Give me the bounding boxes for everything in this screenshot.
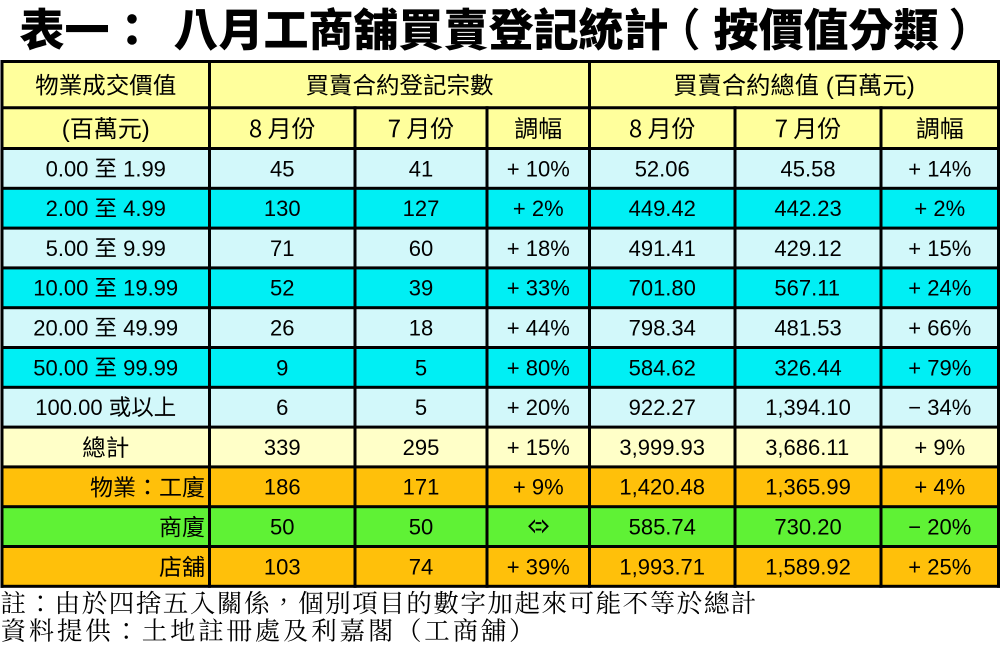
svg-text:10.00: 10.00: [33, 276, 88, 301]
svg-text:103: 103: [264, 554, 301, 579]
svg-text:60: 60: [409, 236, 433, 261]
svg-text:52.06: 52.06: [635, 156, 690, 181]
svg-text:798.34: 798.34: [629, 316, 696, 341]
svg-text:+ 24%: + 24%: [908, 276, 971, 301]
svg-text:+ 20%: + 20%: [507, 395, 570, 420]
svg-text:1.99: 1.99: [123, 156, 166, 181]
svg-text:50.00: 50.00: [33, 355, 88, 380]
svg-text:74: 74: [409, 554, 433, 579]
svg-text:6: 6: [276, 395, 288, 420]
svg-text:+ 10%: + 10%: [507, 156, 570, 181]
svg-text:+ 18%: + 18%: [507, 236, 570, 261]
svg-text:295: 295: [403, 435, 440, 460]
svg-text:+ 80%: + 80%: [507, 355, 570, 380]
svg-text:(: (: [62, 116, 70, 143]
svg-text:922.27: 922.27: [629, 395, 696, 420]
svg-text:50: 50: [409, 515, 433, 540]
svg-text:+ 9%: + 9%: [914, 435, 965, 460]
svg-text:41: 41: [409, 156, 433, 181]
svg-text:5: 5: [415, 355, 427, 380]
svg-text:45.58: 45.58: [781, 156, 836, 181]
svg-text:701.80: 701.80: [629, 276, 696, 301]
svg-text:339: 339: [264, 435, 301, 460]
svg-text:0.00: 0.00: [46, 156, 89, 181]
svg-text:326.44: 326.44: [774, 355, 841, 380]
svg-text:): ): [907, 73, 915, 100]
svg-text:429.12: 429.12: [774, 236, 841, 261]
svg-text:+ 25%: + 25%: [908, 554, 971, 579]
svg-text:+ 14%: + 14%: [908, 156, 971, 181]
svg-text:491.41: 491.41: [629, 236, 696, 261]
svg-text:71: 71: [270, 236, 294, 261]
svg-text:1,420.48: 1,420.48: [619, 475, 705, 500]
svg-text:+ 9%: + 9%: [513, 475, 564, 500]
svg-text:449.42: 449.42: [629, 196, 696, 221]
svg-text:5.00: 5.00: [46, 236, 89, 261]
svg-text:130: 130: [264, 196, 301, 221]
svg-text:5: 5: [415, 395, 427, 420]
svg-text:481.53: 481.53: [774, 316, 841, 341]
svg-text:+ 4%: + 4%: [914, 475, 965, 500]
svg-text:585.74: 585.74: [629, 515, 696, 540]
svg-text:171: 171: [403, 475, 440, 500]
svg-text:): ): [142, 116, 150, 143]
svg-text:1,589.92: 1,589.92: [765, 554, 851, 579]
svg-text:9: 9: [276, 355, 288, 380]
svg-text:+ 44%: + 44%: [507, 316, 570, 341]
svg-text:52: 52: [270, 276, 294, 301]
svg-text:49.99: 49.99: [123, 316, 178, 341]
svg-text:+ 66%: + 66%: [908, 316, 971, 341]
svg-text:1,365.99: 1,365.99: [765, 475, 851, 500]
svg-text:100.00: 100.00: [35, 395, 102, 420]
svg-text:26: 26: [270, 316, 294, 341]
svg-text:186: 186: [264, 475, 301, 500]
svg-text:50: 50: [270, 515, 294, 540]
svg-text:+ 33%: + 33%: [507, 276, 570, 301]
svg-text:3,999.93: 3,999.93: [619, 435, 705, 460]
svg-text:18: 18: [409, 316, 433, 341]
svg-text:567.11: 567.11: [774, 276, 840, 301]
svg-text:+ 15%: + 15%: [507, 435, 570, 460]
svg-text:1,394.10: 1,394.10: [765, 395, 851, 420]
svg-text:127: 127: [403, 196, 440, 221]
svg-text:442.23: 442.23: [774, 196, 841, 221]
svg-text:− 34%: − 34%: [908, 395, 971, 420]
svg-text:20.00: 20.00: [33, 316, 88, 341]
svg-text:+ 15%: + 15%: [908, 236, 971, 261]
svg-text:99.99: 99.99: [123, 355, 178, 380]
svg-text:4.99: 4.99: [123, 196, 166, 221]
svg-text:+ 39%: + 39%: [507, 554, 570, 579]
svg-text:+ 2%: + 2%: [914, 196, 965, 221]
svg-text:3,686.11: 3,686.11: [765, 435, 849, 460]
svg-text:9.99: 9.99: [123, 236, 166, 261]
svg-text:2.00: 2.00: [46, 196, 89, 221]
svg-text:+ 2%: + 2%: [513, 196, 564, 221]
svg-text:584.62: 584.62: [629, 355, 696, 380]
svg-text:19.99: 19.99: [123, 276, 178, 301]
svg-text:(: (: [826, 73, 834, 100]
svg-text:730.20: 730.20: [774, 515, 841, 540]
svg-text:39: 39: [409, 276, 433, 301]
svg-text:− 20%: − 20%: [908, 515, 971, 540]
svg-text:+ 79%: + 79%: [908, 355, 971, 380]
svg-text:1,993.71: 1,993.71: [619, 554, 705, 579]
svg-text:45: 45: [270, 156, 294, 181]
